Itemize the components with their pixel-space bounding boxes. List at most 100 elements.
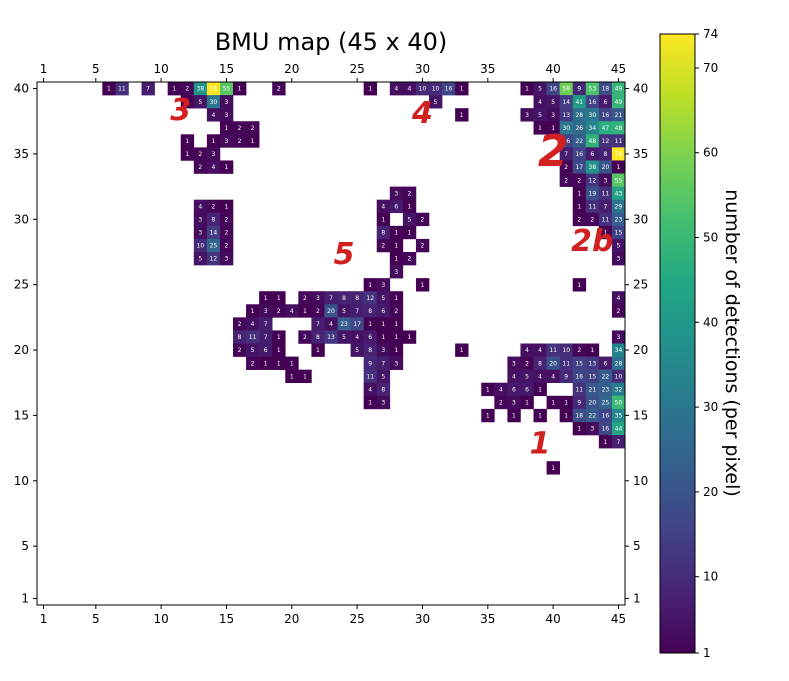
heatmap-cell [598, 82, 613, 96]
cell-value-label: 16 [562, 138, 570, 145]
heatmap-cell [585, 186, 600, 200]
x-tick-label-top: 1 [40, 62, 48, 76]
heatmap-cell [324, 304, 338, 318]
heatmap-cell [167, 82, 182, 96]
heatmap-cell [611, 95, 626, 109]
colorbar-tick-label: 74 [703, 27, 718, 41]
cell-value-label: 38 [197, 86, 205, 93]
heatmap-cell [520, 82, 534, 96]
heatmap-cell [259, 304, 273, 318]
y-tick-label-right: 5 [633, 539, 641, 553]
cell-value-label: 11 [118, 86, 126, 93]
heatmap-cell [363, 343, 378, 357]
cell-value-label: 1 [381, 216, 385, 223]
cell-value-label: 8 [538, 360, 542, 367]
heatmap-cell [533, 369, 547, 384]
cell-value-label: 4 [381, 203, 385, 210]
cell-value-label: 4 [329, 321, 333, 328]
heatmap-cell [546, 82, 560, 96]
x-tick-label-top: 35 [480, 62, 495, 76]
cell-value-label: 8 [342, 295, 346, 302]
cell-value-label: 1 [394, 334, 398, 341]
heatmap-cell [193, 160, 208, 174]
heatmap-cell [376, 225, 391, 240]
cell-value-label: 3 [381, 400, 385, 407]
heatmap-cell [533, 382, 547, 397]
cell-value-label: 10 [615, 373, 623, 380]
cell-value-label: 5 [251, 347, 255, 354]
cell-value-label: 2 [577, 177, 581, 184]
cell-value-label: 2 [251, 360, 255, 367]
cell-value-label: 3 [381, 347, 385, 354]
heatmap-cell [572, 108, 587, 122]
heatmap-cell [389, 199, 404, 214]
cell-value-label: 13 [327, 334, 335, 341]
colorbar-tick-label: 10 [703, 570, 718, 584]
x-tick-label-bottom: 25 [349, 612, 364, 626]
heatmap-cell [206, 134, 221, 148]
x-tick-label-bottom: 20 [284, 612, 299, 626]
cell-value-label: 3 [603, 177, 607, 184]
y-tick-label-left: 5 [21, 539, 29, 553]
cell-value-label: 16 [575, 373, 583, 380]
heatmap-cell [337, 304, 351, 318]
cell-value-label: 53 [589, 86, 597, 93]
cell-value-label: 2 [277, 308, 281, 315]
heatmap-cell [598, 134, 613, 148]
x-tick-label-bottom: 30 [415, 612, 430, 626]
cell-value-label: 15 [615, 230, 623, 237]
heatmap-cell [350, 317, 364, 331]
cell-value-label: 2 [617, 308, 621, 315]
heatmap-cell [337, 291, 351, 305]
heatmap-cell [233, 134, 247, 148]
plot-frame [36, 81, 626, 606]
cell-value-label: 1 [564, 400, 568, 407]
heatmap-cell [389, 251, 404, 266]
heatmap-cell [376, 395, 391, 410]
cell-value-label: 2 [577, 347, 581, 354]
cell-value-label: 22 [602, 373, 610, 380]
cell-value-label: 1 [277, 334, 281, 341]
heatmap-cell [363, 330, 378, 344]
cell-value-label: 9 [577, 86, 581, 93]
cell-value-label: 8 [316, 334, 320, 341]
heatmap-cell [520, 343, 534, 357]
heatmap-cell [455, 82, 469, 96]
heatmap-cell [611, 291, 626, 305]
cell-value-label: 1 [394, 321, 398, 328]
heatmap-cell [376, 343, 391, 357]
heatmap-cells [102, 82, 626, 475]
cell-value-label: 1 [525, 86, 529, 93]
cell-value-label: 47 [602, 125, 610, 132]
cell-value-label: 1 [460, 112, 464, 119]
x-tick-label-bottom: 15 [219, 612, 234, 626]
cell-value-label: 5 [355, 347, 359, 354]
heatmap-cell [611, 199, 626, 214]
region-label-5: 5 [334, 237, 355, 272]
heatmap-cell [585, 173, 600, 187]
cell-value-label: 2 [238, 347, 242, 354]
cell-value-label: 2 [407, 256, 411, 263]
cell-value-label: 25 [602, 400, 610, 407]
cell-value-label: 2 [303, 334, 307, 341]
heatmap-cell [585, 199, 600, 214]
y-tick-label-left: 30 [14, 212, 29, 226]
cell-value-label: 44 [615, 426, 623, 433]
heatmap-cell [206, 251, 221, 266]
cell-value-label: 12 [210, 256, 218, 263]
cell-value-label: 1 [538, 413, 542, 420]
y-tick-label-left: 40 [14, 82, 29, 96]
x-tick-label-bottom: 40 [545, 612, 560, 626]
cell-value-label: 2 [185, 86, 189, 93]
cell-value-label: 5 [538, 112, 542, 119]
cell-value-label: 1 [316, 347, 320, 354]
heatmap-cell [402, 199, 417, 214]
heatmap-cell [572, 82, 587, 96]
cell-value-label: 2 [421, 216, 425, 223]
cell-value-label: 1 [211, 138, 215, 145]
heatmap-cell [611, 395, 626, 410]
heatmap-cell [193, 95, 208, 109]
heatmap-cell [246, 121, 260, 135]
cell-value-label: 2 [277, 86, 281, 93]
